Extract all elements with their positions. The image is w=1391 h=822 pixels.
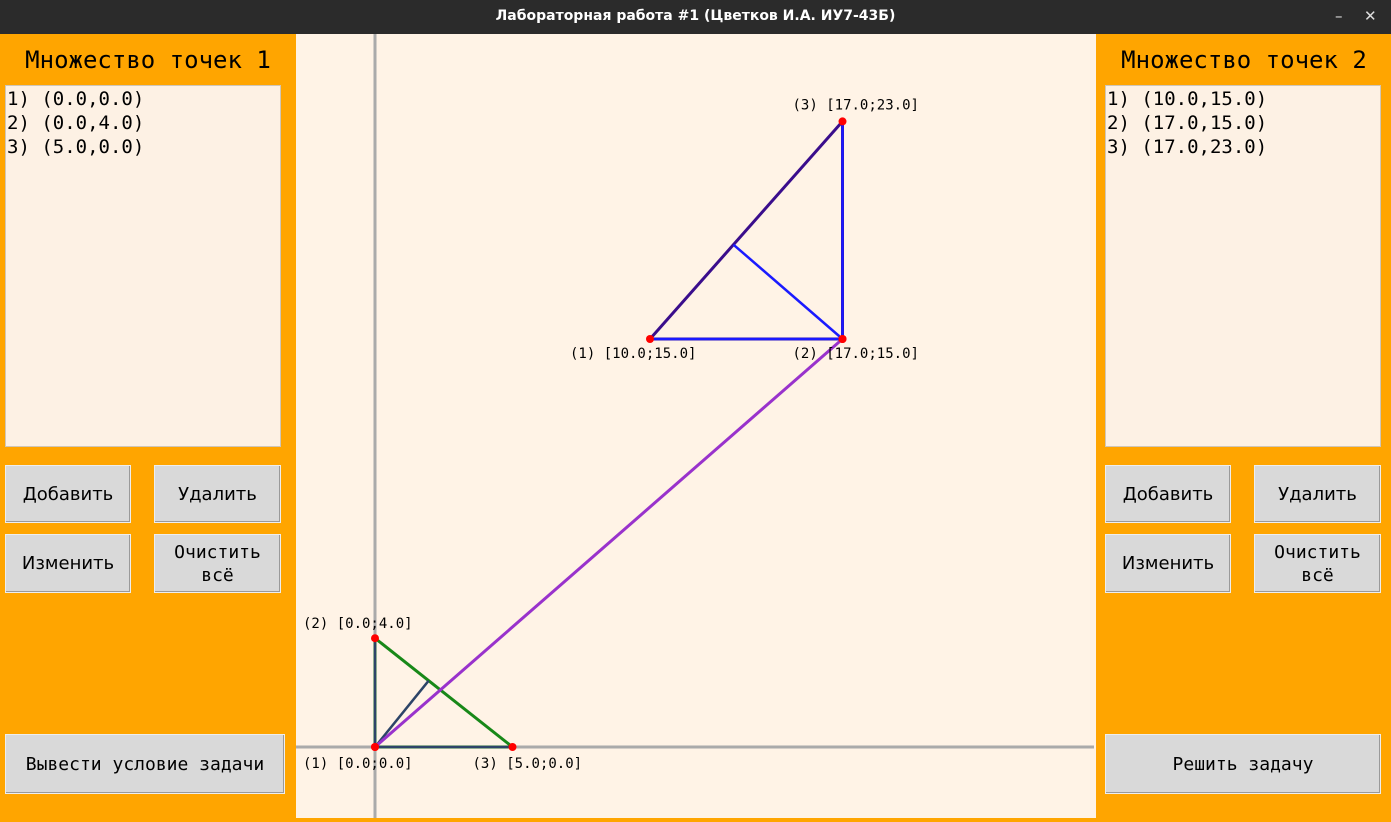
right-panel-title: Множество точек 2 <box>1121 46 1367 74</box>
triangle-1-vertex-label: (1) [0.0;0.0] <box>303 756 413 772</box>
points-list-1[interactable]: 1) (0.0,0.0) 2) (0.0,4.0) 3) (5.0,0.0) <box>5 85 281 447</box>
triangle-2-vertex-label: (3) [17.0;23.0] <box>793 97 919 113</box>
left-panel-title: Множество точек 1 <box>25 46 271 74</box>
show-condition-button[interactable]: Вывести условие задачи <box>5 734 285 794</box>
add-point-button-2[interactable]: Добавить <box>1105 465 1231 523</box>
triangle-2-vertex <box>838 117 847 126</box>
orthocenter-1 <box>371 743 379 751</box>
delete-point-button-2[interactable]: Удалить <box>1254 465 1381 523</box>
orthocenter-2 <box>838 335 847 343</box>
drawing-canvas[interactable]: (1) [0.0;0.0] (2) [0.0;4.0] (3) [5.0;0.0] (… <box>296 34 1096 818</box>
triangle-1-vertex-label: (2) [0.0;4.0] <box>303 616 413 632</box>
triangle-2-vertex-label: (2) [17.0;15.0] <box>793 346 919 362</box>
right-panel: Множество точек 2 1) (10.0,15.0) 2) (17.… <box>1096 34 1391 818</box>
delete-point-button-1[interactable]: Удалить <box>154 465 281 523</box>
list-item[interactable]: 1) (0.0,0.0) <box>7 88 145 110</box>
triangle-2-altitude <box>732 243 844 340</box>
triangle-1-edge <box>374 637 514 749</box>
clear-all-button-1[interactable]: Очистить всё <box>154 534 281 593</box>
window-titlebar: Лабораторная работа #1 (Цветков И.А. ИУ7… <box>0 0 1391 34</box>
window-title: Лабораторная работа #1 (Цветков И.А. ИУ7… <box>495 8 896 24</box>
solve-button[interactable]: Решить задачу <box>1105 734 1381 794</box>
left-panel: Множество точек 1 1) (0.0,0.0) 2) (0.0,4… <box>0 34 296 818</box>
points-list-2[interactable]: 1) (10.0,15.0) 2) (17.0,15.0) 3) (17.0,2… <box>1105 85 1381 447</box>
edit-point-button-1[interactable]: Изменить <box>5 534 131 593</box>
list-item[interactable]: 3) (5.0,0.0) <box>7 136 145 158</box>
triangle-1-altitude <box>374 679 430 748</box>
list-item[interactable]: 2) (17.0,15.0) <box>1107 112 1268 134</box>
list-item[interactable]: 1) (10.0,15.0) <box>1107 88 1268 110</box>
close-icon[interactable]: ✕ <box>1364 7 1377 25</box>
clear-all-button-2[interactable]: Очистить всё <box>1254 534 1381 593</box>
list-item[interactable]: 2) (0.0,4.0) <box>7 112 145 134</box>
triangle-1-vertex <box>508 743 517 751</box>
triangle-2-vertex <box>646 335 654 343</box>
triangle-1-vertex-label: (3) [5.0;0.0] <box>473 756 583 772</box>
list-item[interactable]: 3) (17.0,23.0) <box>1107 136 1268 158</box>
triangle-2-edge <box>648 120 844 340</box>
edit-point-button-2[interactable]: Изменить <box>1105 534 1231 593</box>
plot-svg: (1) [0.0;0.0] (2) [0.0;4.0] (3) [5.0;0.0] (… <box>296 34 1094 818</box>
minimize-icon[interactable]: – <box>1335 7 1343 25</box>
triangle-2-vertex-label: (1) [10.0;15.0] <box>570 346 696 362</box>
add-point-button-1[interactable]: Добавить <box>5 465 131 523</box>
orthocenter-connector <box>374 337 844 749</box>
triangle-1-vertex <box>371 634 379 643</box>
